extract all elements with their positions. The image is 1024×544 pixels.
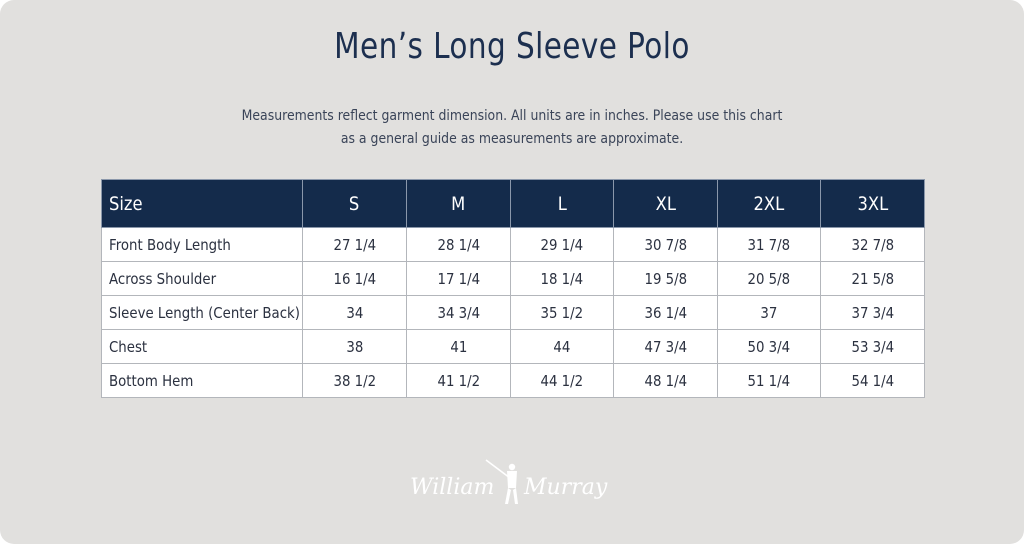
table-cell: 19 5/8 [613,261,718,296]
table-cell: 48 1/4 [613,363,718,398]
table-cell: 53 3/4 [820,329,925,364]
row-label: Across Shoulder [101,261,303,296]
table-cell: 34 [302,295,407,330]
table-cell: 38 1/2 [302,363,407,398]
table-cell: 37 [717,295,821,330]
header-cell: 3XL [820,179,925,228]
table-cell: 27 1/4 [302,227,407,262]
table-cell: 37 3/4 [820,295,925,330]
table-cell: 17 1/4 [406,261,511,296]
table-header-row: Size S M L XL 2XL 3XL [101,179,925,228]
table-cell: 32 7/8 [820,227,925,262]
note-line-1: Measurements reflect garment dimension. … [241,108,783,124]
table-cell: 41 1/2 [406,363,511,398]
header-cell: 2XL [717,179,821,228]
row-label: Sleeve Length (Center Back) [101,295,303,330]
note-line-2: as a general guide as measurements are a… [340,131,684,147]
table-cell: 35 1/2 [510,295,614,330]
table-cell: 41 [406,329,511,364]
table-row: Front Body Length 27 1/4 28 1/4 29 1/4 3… [101,227,925,262]
svg-text:William: William [410,475,494,500]
table-row: Bottom Hem 38 1/2 41 1/2 44 1/2 48 1/4 5… [101,363,925,398]
svg-text:Murray: Murray [523,475,608,500]
golfer-icon [485,459,518,504]
page-title: Men’s Long Sleeve Polo [334,26,690,67]
table-cell: 16 1/4 [302,261,407,296]
row-label: Chest [101,329,303,364]
size-chart-table: Size S M L XL 2XL 3XL Front Body Length … [101,179,925,398]
table-cell: 21 5/8 [820,261,925,296]
header-cell: S [302,179,407,228]
table-cell: 44 1/2 [510,363,614,398]
table-cell: 54 1/4 [820,363,925,398]
table-cell: 34 3/4 [406,295,511,330]
table-cell: 30 7/8 [613,227,718,262]
table-cell: 28 1/4 [406,227,511,262]
header-cell: M [406,179,511,228]
table-cell: 51 1/4 [717,363,821,398]
header-cell: Size [101,179,303,228]
table-row: Sleeve Length (Center Back) 34 34 3/4 35… [101,295,925,330]
table-row: Chest 38 41 44 47 3/4 50 3/4 53 3/4 [101,329,925,364]
table-cell: 47 3/4 [613,329,718,364]
william-murray-logo: William Murray [410,459,608,504]
row-label: Front Body Length [101,227,303,262]
header-cell: L [510,179,614,228]
table-cell: 29 1/4 [510,227,614,262]
table-cell: 50 3/4 [717,329,821,364]
table-cell: 31 7/8 [717,227,821,262]
table-cell: 44 [510,329,614,364]
table-cell: 38 [302,329,407,364]
table-cell: 20 5/8 [717,261,821,296]
table-cell: 36 1/4 [613,295,718,330]
row-label: Bottom Hem [101,363,303,398]
table-cell: 18 1/4 [510,261,614,296]
header-cell: XL [613,179,718,228]
table-row: Across Shoulder 16 1/4 17 1/4 18 1/4 19 … [101,261,925,296]
